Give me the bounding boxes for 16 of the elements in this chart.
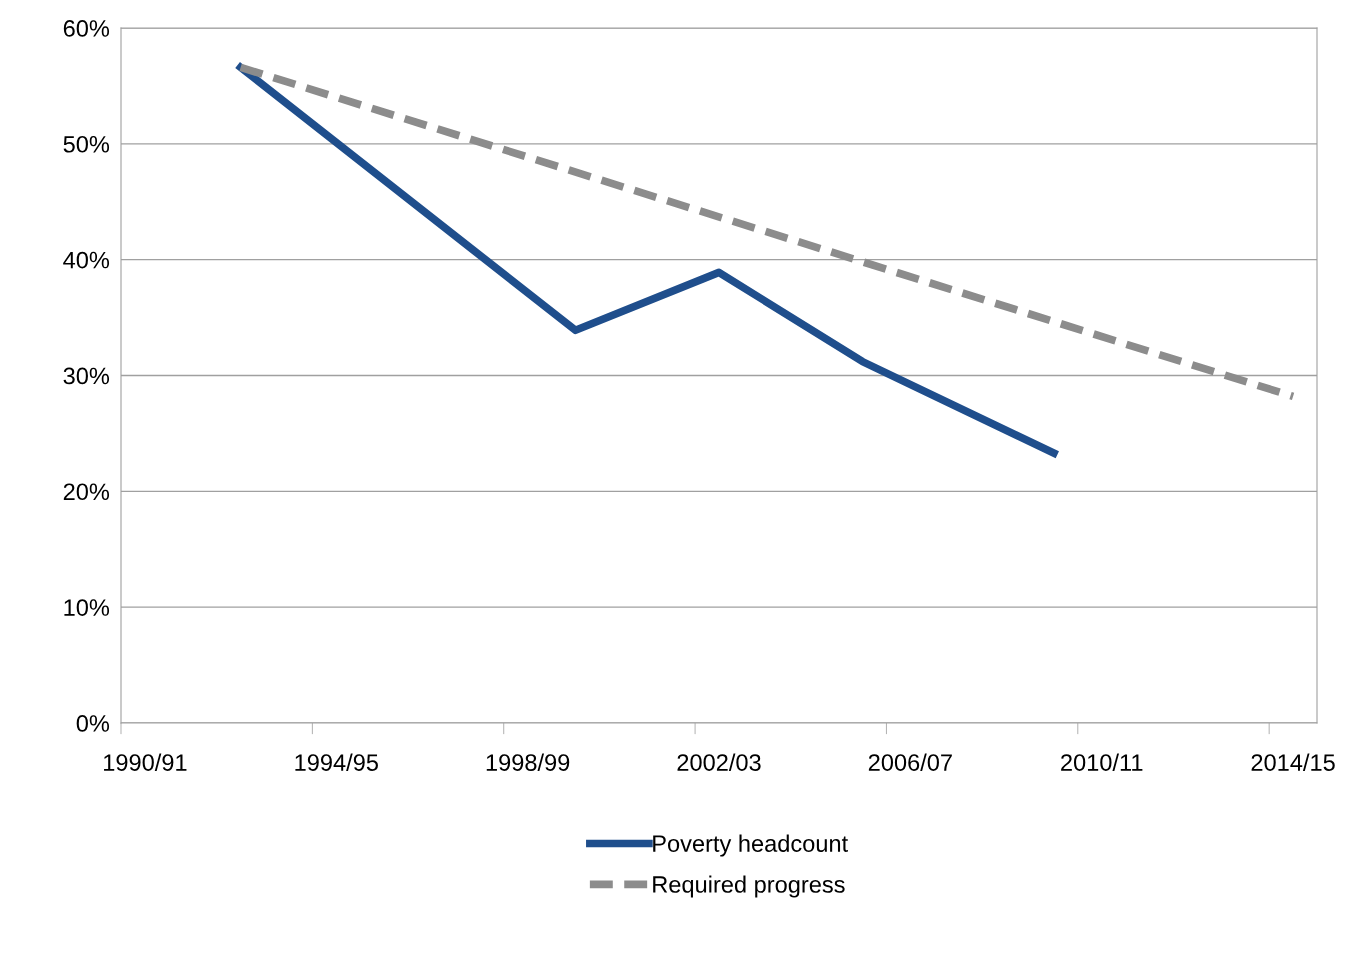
y-tick-label: 60% [63, 20, 110, 37]
x-tick-label: 2010/11 [1061, 753, 1143, 771]
y-tick-label: 20% [63, 483, 110, 501]
legend-label: Required progress [653, 875, 845, 898]
y-tick-label: 50% [63, 135, 110, 153]
x-tick-label: 2002/03 [677, 753, 761, 771]
y-tick-label: 0% [76, 715, 110, 732]
x-tick-label: 2014/15 [1251, 753, 1335, 771]
legend-label: Poverty headcount [653, 834, 848, 857]
x-tick-label: 1994/95 [295, 753, 378, 771]
y-tick-label: 30% [63, 367, 110, 385]
y-tick-label: 10% [64, 599, 110, 616]
x-tick-label: 2006/07 [868, 753, 952, 771]
y-tick-label: 40% [63, 251, 110, 269]
x-tick-label: 1998/99 [486, 753, 570, 771]
x-tick-label: 1990/91 [104, 753, 187, 771]
